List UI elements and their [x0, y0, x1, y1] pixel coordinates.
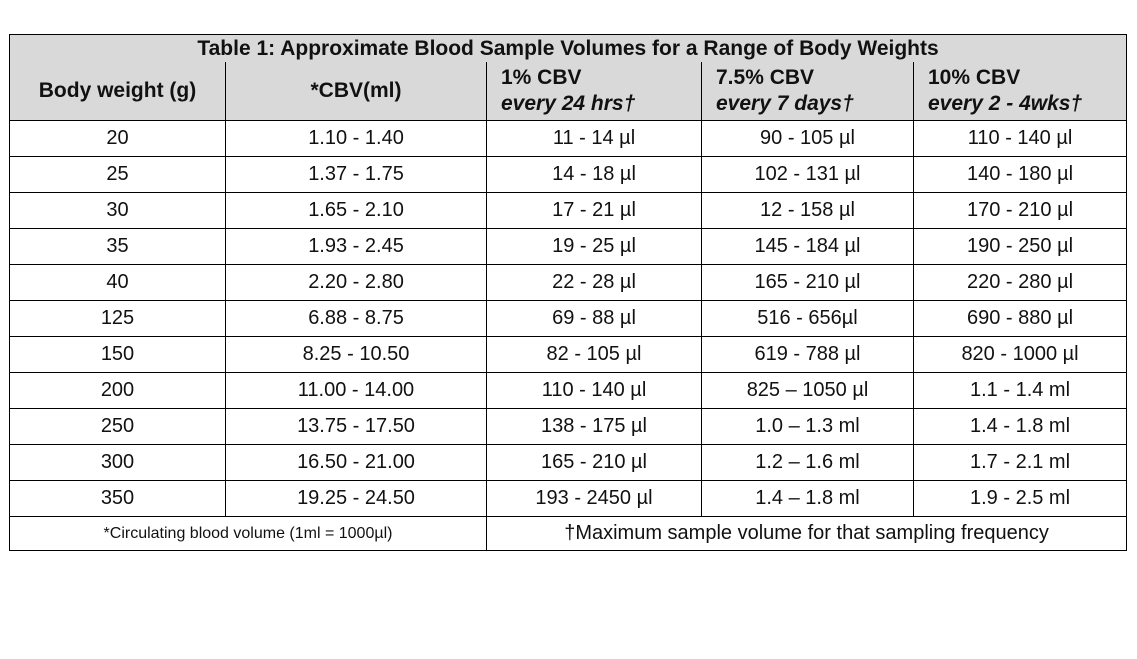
header-1pct-cbv: 1% CBV every 24 hrs† [486, 62, 702, 121]
cell-10pct-cbv: 820 - 1000 µl [912, 336, 1128, 373]
cell-7-5pct-cbv: 1.2 – 1.6 ml [701, 444, 914, 481]
cell-1pct-cbv: 138 - 175 µl [486, 408, 702, 445]
cell-body-weight: 300 [9, 444, 226, 481]
cell-7-5pct-cbv: 1.0 – 1.3 ml [701, 408, 914, 445]
cell-cbv: 1.10 - 1.40 [225, 120, 487, 157]
cell-1pct-cbv: 14 - 18 µl [486, 156, 702, 193]
cell-cbv: 6.88 - 8.75 [225, 300, 487, 337]
cell-7-5pct-cbv: 825 – 1050 µl [701, 372, 914, 409]
cell-body-weight: 200 [9, 372, 226, 409]
cell-cbv: 13.75 - 17.50 [225, 408, 487, 445]
cell-10pct-cbv: 140 - 180 µl [912, 156, 1128, 193]
cell-cbv: 16.50 - 21.00 [225, 444, 487, 481]
cell-7-5pct-cbv: 90 - 105 µl [701, 120, 914, 157]
cell-7-5pct-cbv: 145 - 184 µl [701, 228, 914, 265]
table-title: Table 1: Approximate Blood Sample Volume… [8, 34, 1128, 62]
header-1pct-cbv-label: 1% CBV [501, 66, 582, 89]
header-7-5pct-cbv-frequency: every 7 days† [716, 92, 854, 115]
cell-body-weight: 40 [9, 264, 226, 301]
header-1pct-cbv-frequency: every 24 hrs† [501, 92, 636, 115]
cell-body-weight: 25 [9, 156, 226, 193]
cell-body-weight: 35 [9, 228, 226, 265]
table-row: 150 8.25 - 10.50 82 - 105 µl 619 - 788 µl 82… [9, 336, 1128, 373]
cell-cbv: 2.20 - 2.80 [225, 264, 487, 301]
cell-body-weight: 20 [9, 120, 226, 157]
table-row: 125 6.88 - 8.75 69 - 88 µl 516 - 656µl 690 -… [9, 300, 1128, 337]
cell-7-5pct-cbv: 12 - 158 µl [701, 192, 914, 229]
footnote-max-sample: †Maximum sample volume for that sampling… [485, 516, 1128, 551]
cell-1pct-cbv: 19 - 25 µl [486, 228, 702, 265]
cell-7-5pct-cbv: 619 - 788 µl [701, 336, 914, 373]
cell-body-weight: 30 [9, 192, 226, 229]
cell-10pct-cbv: 1.1 - 1.4 ml [912, 372, 1128, 409]
cell-1pct-cbv: 11 - 14 µl [486, 120, 702, 157]
cell-1pct-cbv: 69 - 88 µl [486, 300, 702, 337]
cell-body-weight: 150 [9, 336, 226, 373]
header-cbv: *CBV(ml) [225, 62, 487, 121]
cell-1pct-cbv: 165 - 210 µl [486, 444, 702, 481]
cell-1pct-cbv: 110 - 140 µl [486, 372, 702, 409]
cell-cbv: 1.65 - 2.10 [225, 192, 487, 229]
cell-body-weight: 125 [9, 300, 226, 337]
header-10pct-cbv: 10% CBV every 2 - 4wks† [912, 62, 1128, 121]
table-row: 25 1.37 - 1.75 14 - 18 µl 102 - 131 µl 140 -… [9, 156, 1128, 193]
cell-10pct-cbv: 1.7 - 2.1 ml [912, 444, 1128, 481]
cell-10pct-cbv: 170 - 210 µl [912, 192, 1128, 229]
cell-10pct-cbv: 1.9 - 2.5 ml [912, 480, 1128, 517]
cell-1pct-cbv: 22 - 28 µl [486, 264, 702, 301]
cell-7-5pct-cbv: 165 - 210 µl [701, 264, 914, 301]
cell-cbv: 19.25 - 24.50 [225, 480, 487, 517]
cell-10pct-cbv: 690 - 880 µl [912, 300, 1128, 337]
cell-cbv: 1.93 - 2.45 [225, 228, 487, 265]
cell-cbv: 11.00 - 14.00 [225, 372, 487, 409]
cell-1pct-cbv: 17 - 21 µl [486, 192, 702, 229]
table-row: 20 1.10 - 1.40 11 - 14 µl 90 - 105 µl 110 - … [9, 120, 1128, 157]
header-7-5pct-cbv-label: 7.5% CBV [716, 66, 815, 89]
cell-10pct-cbv: 110 - 140 µl [912, 120, 1128, 157]
table-row: 30 1.65 - 2.10 17 - 21 µl 12 - 158 µl 170 - … [9, 192, 1128, 229]
cell-10pct-cbv: 220 - 280 µl [912, 264, 1128, 301]
cell-body-weight: 250 [9, 408, 226, 445]
table-row: 250 13.75 - 17.50 138 - 175 µl 1.0 – 1.3 ml… [9, 408, 1128, 445]
cell-cbv: 8.25 - 10.50 [225, 336, 487, 373]
cell-7-5pct-cbv: 516 - 656µl [701, 300, 914, 337]
header-10pct-cbv-label: 10% CBV [928, 66, 1021, 89]
cell-1pct-cbv: 82 - 105 µl [486, 336, 702, 373]
table-row: 40 2.20 - 2.80 22 - 28 µl 165 - 210 µl 220 -… [9, 264, 1128, 301]
cell-10pct-cbv: 190 - 250 µl [912, 228, 1128, 265]
cell-1pct-cbv: 193 - 2450 µl [486, 480, 702, 517]
cell-body-weight: 350 [9, 480, 226, 517]
cell-7-5pct-cbv: 102 - 131 µl [701, 156, 914, 193]
table-row: 350 19.25 - 24.50 193 - 2450 µl 1.4 – 1.8 m… [9, 480, 1128, 517]
table-row: 35 1.93 - 2.45 19 - 25 µl 145 - 184 µl 190 -… [9, 228, 1128, 265]
cell-10pct-cbv: 1.4 - 1.8 ml [912, 408, 1128, 445]
header-7-5pct-cbv: 7.5% CBV every 7 days† [701, 62, 914, 121]
table-row: 200 11.00 - 14.00 110 - 140 µl 825 – 1050 µ… [9, 372, 1128, 409]
cell-cbv: 1.37 - 1.75 [225, 156, 487, 193]
footnote-cbv: *Circulating blood volume (1ml = 1000µl) [9, 516, 487, 551]
cell-7-5pct-cbv: 1.4 – 1.8 ml [701, 480, 914, 517]
blood-volume-table: Table 1: Approximate Blood Sample Volume… [8, 34, 1128, 551]
header-10pct-cbv-frequency: every 2 - 4wks† [928, 92, 1083, 115]
table-row: 300 16.50 - 21.00 165 - 210 µl 1.2 – 1.6 ml… [9, 444, 1128, 481]
header-body-weight: Body weight (g) [9, 62, 226, 121]
